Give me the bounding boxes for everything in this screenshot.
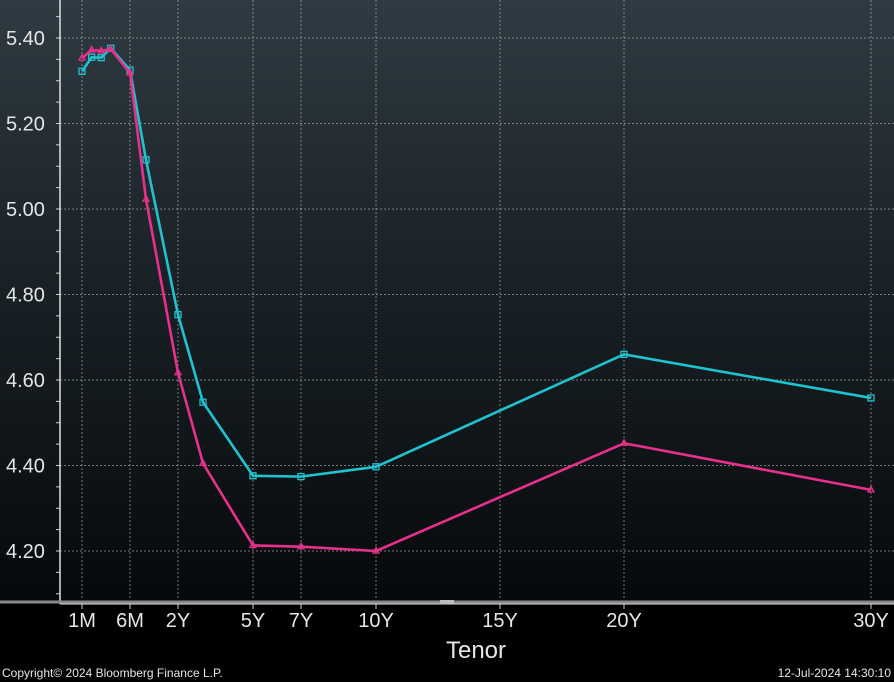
x-tick-label: 2Y [166,610,190,632]
series-line [80,46,872,478]
x-tick-label: 15Y [482,610,518,632]
data-point [141,194,151,202]
x-tick-label: 30Y [853,610,889,632]
y-tick-label: 5.20 [6,114,45,136]
data-point [372,463,380,471]
data-point [296,541,306,550]
data-point [97,45,106,54]
data-point [198,458,208,467]
plot-area [0,0,894,604]
x-tick-label: 1M [68,610,96,632]
data-point [248,540,258,549]
y-tick-label: 4.20 [6,541,45,563]
data-point [173,367,183,376]
series-line [81,47,872,553]
data-point [174,310,182,319]
x-axis-title: Tenor [446,637,506,664]
data-point [106,44,115,52]
data-point [249,472,257,480]
data-point [297,472,305,481]
data-point [142,156,150,164]
x-tick-label: 7Y [289,610,313,632]
y-tick-label: 4.40 [6,456,45,478]
data-point [620,350,628,359]
data-point [199,398,207,406]
y-tick-label: 5.00 [6,199,45,221]
axis-handle [440,600,454,604]
data-point [371,546,381,554]
data-point [97,54,105,62]
data-point [619,438,629,446]
data-point [125,68,135,76]
data-point [77,53,87,61]
timestamp-text: 12-Jul-2024 14:30:10 [777,666,891,680]
y-tick-label: 5.40 [6,28,45,50]
x-tick-label: 10Y [358,610,394,632]
data-point [866,485,876,493]
y-tick-label: 4.60 [6,370,45,392]
data-point [78,67,86,75]
data-point [88,53,96,61]
x-tick-label: 6M [116,610,144,632]
copyright-text: Copyright© 2024 Bloomberg Finance L.P. [2,666,223,680]
x-tick-label: 20Y [606,610,642,632]
data-point [867,394,875,402]
y-tick-label: 4.80 [6,285,45,307]
x-tick-label: 5Y [241,610,265,632]
data-point [87,45,96,53]
